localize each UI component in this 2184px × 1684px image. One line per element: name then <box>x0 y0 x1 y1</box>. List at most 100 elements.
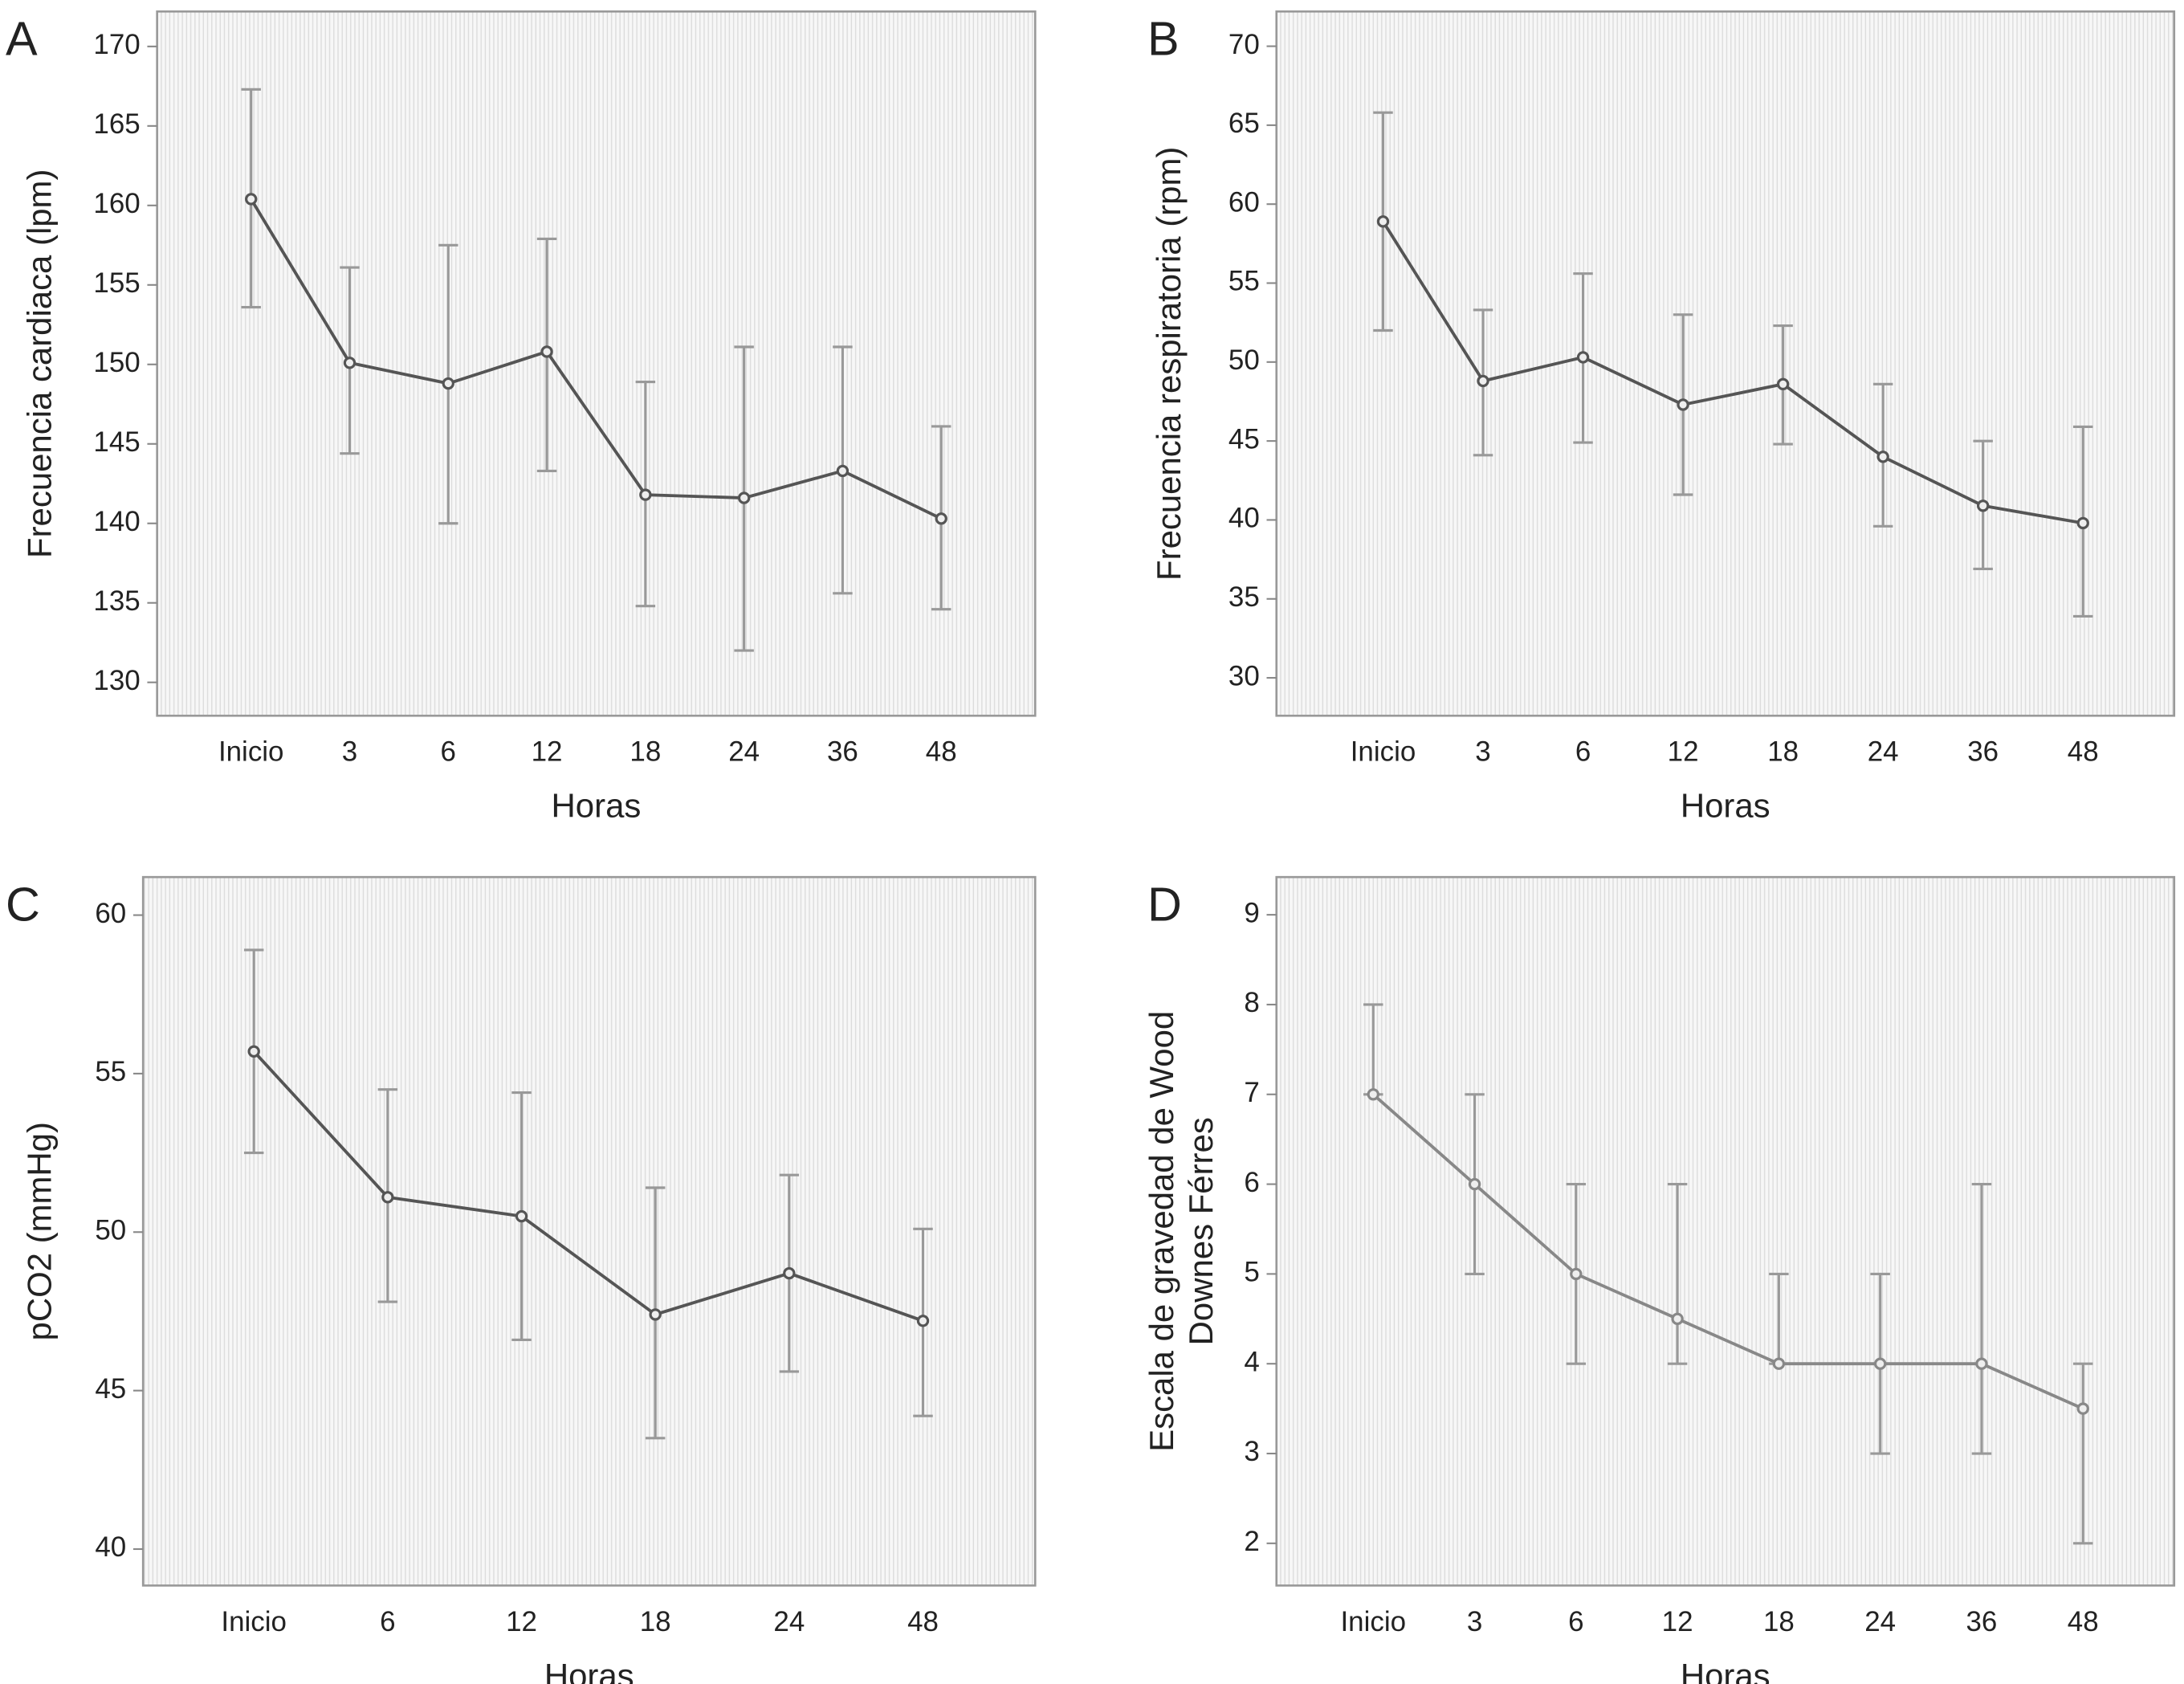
y-tick-label: 70 <box>1228 29 1260 60</box>
y-axis-title: Downes Férres <box>1182 1117 1220 1345</box>
x-tick-label: 36 <box>1967 736 1999 768</box>
x-tick-label: 18 <box>630 736 661 768</box>
x-tick-label: Inicio <box>221 1606 287 1637</box>
y-tick-label: 9 <box>1244 897 1259 928</box>
y-tick-label: 4 <box>1244 1346 1259 1377</box>
y-tick-label: 7 <box>1244 1077 1259 1108</box>
point <box>1468 1177 1481 1191</box>
point <box>1772 1357 1786 1370</box>
y-tick-label: 145 <box>93 426 140 458</box>
y-tick-label: 135 <box>93 585 140 617</box>
y-axis-title: Frecuencia cardiaca (lpm) <box>20 169 58 558</box>
y-tick-label: 130 <box>93 665 140 696</box>
x-tick-label: 12 <box>532 736 563 768</box>
point <box>783 1266 796 1280</box>
x-tick-label: 6 <box>1575 736 1591 768</box>
point <box>1570 1267 1583 1281</box>
x-axis-title: Horas <box>1681 1657 1770 1684</box>
plot-area <box>156 10 1037 717</box>
y-tick-label: 55 <box>1228 266 1260 297</box>
x-axis-title: Horas <box>552 787 642 825</box>
point <box>649 1308 662 1321</box>
y-tick-label: 160 <box>93 188 140 219</box>
point <box>1576 351 1590 364</box>
y-tick-label: 155 <box>93 267 140 299</box>
y-tick-label: 40 <box>1228 503 1260 534</box>
point <box>916 1315 930 1327</box>
x-tick-label: 24 <box>773 1606 805 1637</box>
y-axis-title: Frecuencia respiratoria (rpm) <box>1150 147 1188 581</box>
point <box>1376 215 1390 228</box>
x-tick-label: Inicio <box>1351 736 1416 768</box>
x-tick-label: 24 <box>1868 736 1899 768</box>
series-line <box>1381 220 2084 525</box>
y-axis-title: pCO2 (mmHg) <box>20 1122 58 1340</box>
x-tick-label: 3 <box>342 736 357 768</box>
y-tick-label: 55 <box>95 1056 126 1087</box>
x-tick-label: Inicio <box>1340 1606 1406 1637</box>
x-tick-label: 6 <box>441 736 456 768</box>
point <box>2076 516 2089 530</box>
point <box>2076 1402 2089 1415</box>
y-tick-label: 150 <box>93 347 140 378</box>
x-tick-label: 18 <box>640 1606 671 1637</box>
y-tick-label: 170 <box>93 29 140 60</box>
point <box>1975 1357 1988 1370</box>
x-tick-label: 3 <box>1467 1606 1482 1637</box>
point <box>1776 377 1790 391</box>
plot-area <box>141 875 1037 1587</box>
plot-area <box>1275 875 2176 1587</box>
y-tick-label: 40 <box>95 1531 126 1563</box>
point <box>737 491 751 504</box>
panel-label: A <box>6 11 38 65</box>
x-tick-label: Inicio <box>218 736 284 768</box>
x-tick-label: 3 <box>1475 736 1490 768</box>
x-tick-label: 36 <box>1966 1606 1998 1637</box>
plot-area <box>1275 10 2176 717</box>
point <box>442 377 454 390</box>
point <box>639 488 652 501</box>
x-tick-label: 12 <box>506 1606 537 1637</box>
point <box>1977 499 1990 512</box>
x-tick-label: 18 <box>1767 736 1799 768</box>
x-tick-label: 6 <box>380 1606 395 1637</box>
point <box>245 193 258 206</box>
point <box>1671 1312 1684 1325</box>
point <box>1677 398 1689 411</box>
x-tick-label: 48 <box>926 736 957 768</box>
point <box>1367 1088 1379 1101</box>
x-tick-label: 48 <box>2068 1606 2099 1637</box>
y-tick-label: 60 <box>95 898 126 929</box>
y-tick-label: 35 <box>1228 581 1260 613</box>
y-axis-title: Escala de gravedad de Wood <box>1143 1011 1180 1452</box>
panel-label: D <box>1147 877 1182 931</box>
point <box>1477 374 1489 388</box>
y-tick-label: 165 <box>93 108 140 140</box>
x-tick-label: 12 <box>1662 1606 1693 1637</box>
point <box>381 1191 394 1204</box>
y-tick-label: 45 <box>95 1373 126 1405</box>
x-tick-label: 12 <box>1668 736 1699 768</box>
x-tick-label: 48 <box>907 1606 939 1637</box>
point <box>1873 1357 1887 1370</box>
y-tick-label: 60 <box>1228 186 1260 218</box>
y-tick-label: 30 <box>1228 660 1260 691</box>
y-tick-label: 3 <box>1244 1436 1259 1467</box>
point <box>343 357 357 369</box>
x-tick-label: 6 <box>1568 1606 1583 1637</box>
series-line <box>250 198 943 520</box>
y-tick-label: 140 <box>93 506 140 537</box>
y-tick-label: 5 <box>1244 1257 1259 1288</box>
series-line <box>1371 1093 2084 1410</box>
x-axis-title: Horas <box>1681 787 1770 825</box>
x-tick-label: 18 <box>1763 1606 1795 1637</box>
series-line <box>252 1050 924 1323</box>
point <box>515 1209 528 1223</box>
x-tick-label: 24 <box>728 736 760 768</box>
panel-label: C <box>6 877 40 931</box>
y-tick-label: 45 <box>1228 423 1260 455</box>
point <box>1876 451 1889 463</box>
y-tick-label: 65 <box>1228 108 1260 139</box>
y-tick-label: 50 <box>95 1214 126 1246</box>
